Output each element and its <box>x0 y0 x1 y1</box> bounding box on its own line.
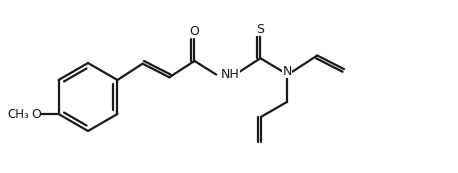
Text: CH₃: CH₃ <box>8 107 29 121</box>
Text: N: N <box>283 65 292 78</box>
Text: S: S <box>256 23 264 36</box>
Text: O: O <box>32 107 42 121</box>
Text: O: O <box>190 25 199 38</box>
Text: NH: NH <box>221 68 240 81</box>
